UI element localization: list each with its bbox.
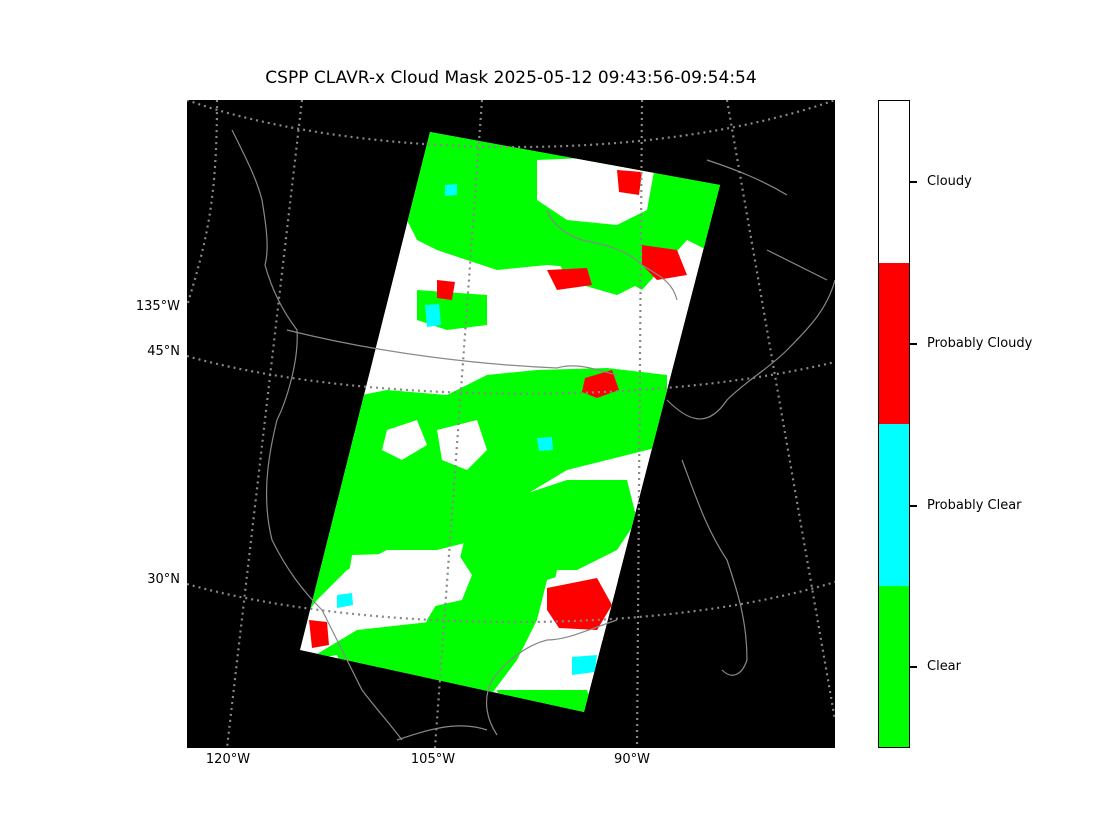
east-coast-florida xyxy=(681,459,748,676)
us-canada-border xyxy=(286,329,558,369)
hudson-bay-coast xyxy=(706,159,788,196)
colorbar-label-probably-clear: Probably Clear xyxy=(927,498,1022,513)
lon-label-90w: 90°W xyxy=(614,752,650,767)
lat-label-30n: 30°N xyxy=(147,572,180,587)
coastlines xyxy=(231,129,835,741)
graticule-lon-90w xyxy=(635,100,644,748)
colorbar-tick-probably-cloudy xyxy=(910,343,917,345)
lon-label-135w: 135°W xyxy=(135,299,180,314)
graticule-lat-55n xyxy=(187,100,835,149)
cloud-mask-map xyxy=(187,100,835,748)
colorbar xyxy=(878,100,910,748)
colorbar-tick-clear xyxy=(910,666,917,668)
canada-coast-east xyxy=(766,249,828,281)
map-canvas xyxy=(187,100,835,748)
colorbar-label-cloudy: Cloudy xyxy=(927,174,972,189)
graticule-lat-45n xyxy=(187,354,835,395)
colorbar-segment-probably-cloudy xyxy=(879,262,909,424)
great-lakes-border xyxy=(556,365,618,376)
lon-label-120w: 120°W xyxy=(205,752,251,767)
colorbar-tick-cloudy xyxy=(910,181,917,183)
colorbar-segment-cloudy xyxy=(879,101,909,263)
graticule-lon-120w xyxy=(225,100,304,748)
probably-cloudy-regions xyxy=(309,170,687,648)
colorbar-segment-probably-clear xyxy=(879,424,909,586)
lat-label-45n: 45°N xyxy=(147,344,180,359)
colorbar-tick-probably-clear xyxy=(910,505,917,507)
colorbar-segment-clear xyxy=(879,585,909,747)
colorbar-label-probably-cloudy: Probably Cloudy xyxy=(927,336,1033,351)
colorbar-label-clear: Clear xyxy=(927,659,961,674)
map-title: CSPP CLAVR-x Cloud Mask 2025-05-12 09:43… xyxy=(265,68,757,88)
lon-label-105w: 105°W xyxy=(410,752,456,767)
northeast-coast xyxy=(666,279,835,420)
graticule xyxy=(187,100,835,748)
gulf-coast xyxy=(485,619,618,736)
probably-clear-regions xyxy=(337,184,597,675)
lake-superior xyxy=(546,209,678,301)
graticule-lon-105w xyxy=(433,100,484,748)
west-coast xyxy=(231,129,403,741)
us-mexico-border xyxy=(396,725,488,741)
